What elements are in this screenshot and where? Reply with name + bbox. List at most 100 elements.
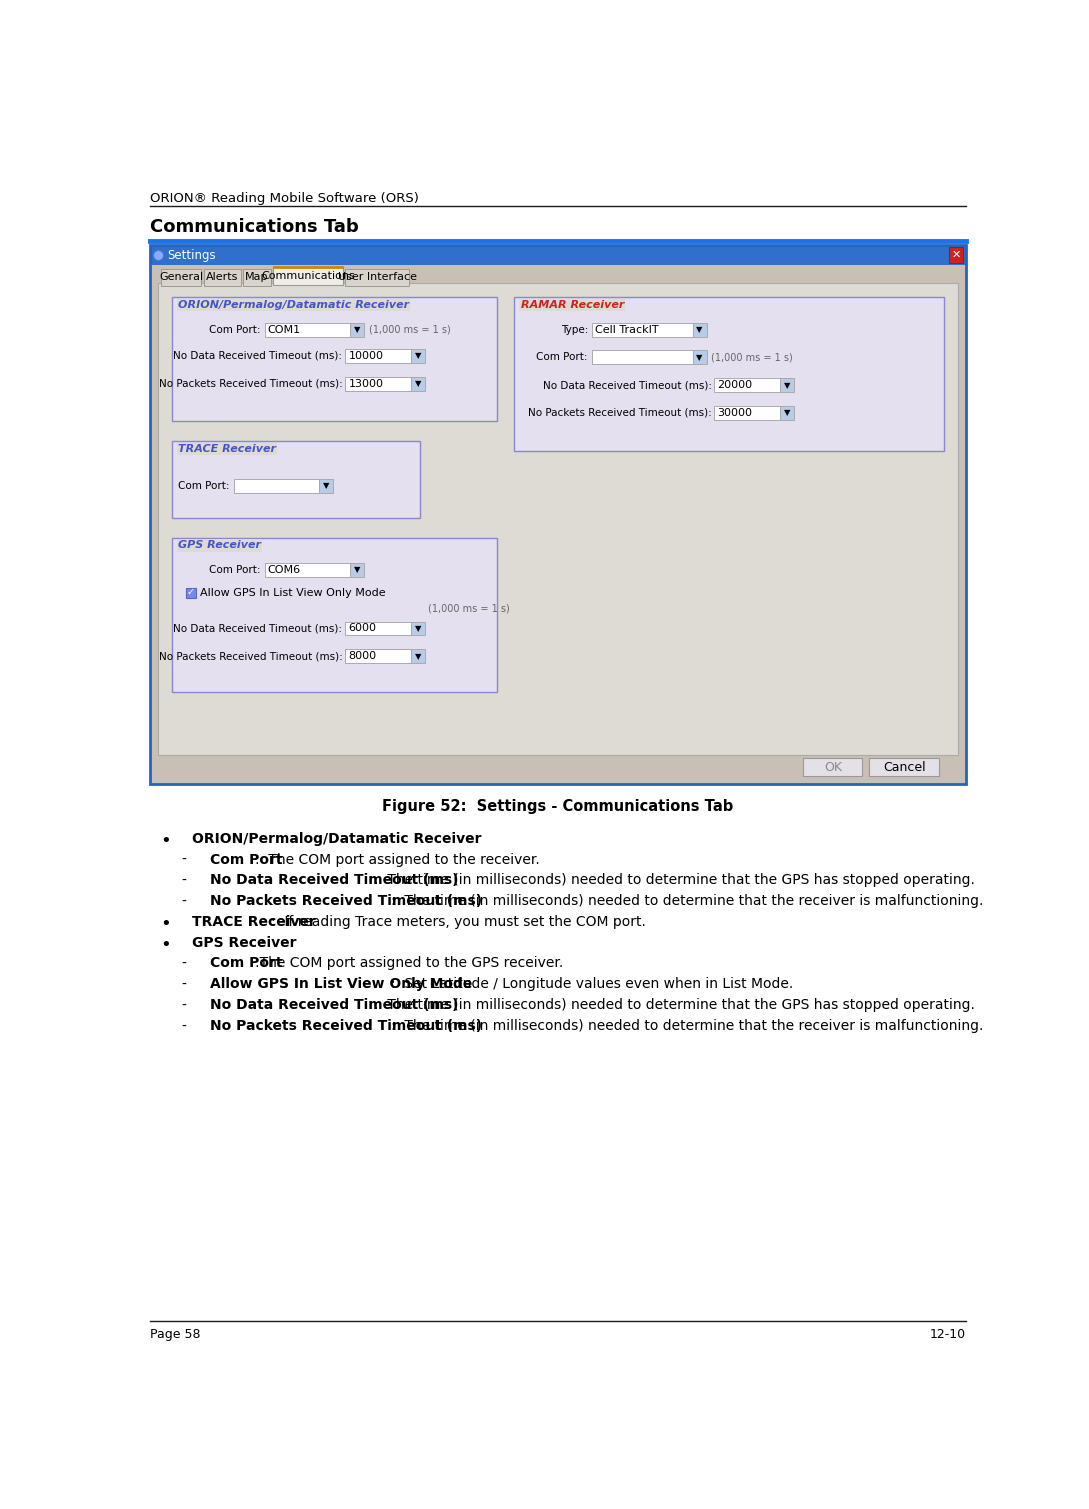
- Text: 6000: 6000: [348, 623, 377, 634]
- FancyBboxPatch shape: [265, 563, 350, 576]
- FancyBboxPatch shape: [273, 267, 343, 285]
- Text: Com Port: Com Port: [210, 853, 282, 866]
- Text: :The COM port assigned to the GPS receiver.: :The COM port assigned to the GPS receiv…: [255, 957, 563, 970]
- FancyBboxPatch shape: [186, 587, 196, 598]
- Text: Figure 52:  Settings - Communications Tab: Figure 52: Settings - Communications Tab: [382, 800, 734, 815]
- Text: Com Port:: Com Port:: [209, 564, 261, 575]
- FancyBboxPatch shape: [345, 349, 412, 362]
- Text: :  Set Latitude / Longitude values even when in List Mode.: : Set Latitude / Longitude values even w…: [391, 978, 793, 991]
- Text: No Data Received Timeout (ms):: No Data Received Timeout (ms):: [173, 623, 342, 634]
- FancyBboxPatch shape: [345, 377, 412, 391]
- FancyBboxPatch shape: [345, 269, 409, 285]
- FancyBboxPatch shape: [693, 350, 707, 364]
- Text: Allow GPS In List View Only Mode: Allow GPS In List View Only Mode: [210, 978, 473, 991]
- Text: Map: Map: [245, 272, 269, 282]
- FancyBboxPatch shape: [234, 478, 319, 493]
- Text: COM1: COM1: [268, 324, 301, 335]
- FancyBboxPatch shape: [345, 622, 412, 635]
- Text: (1,000 ms = 1 s): (1,000 ms = 1 s): [428, 604, 510, 614]
- FancyBboxPatch shape: [150, 244, 966, 266]
- Text: Settings: Settings: [167, 249, 216, 261]
- FancyBboxPatch shape: [780, 379, 794, 392]
- FancyBboxPatch shape: [350, 563, 364, 576]
- Text: RAMAR Receiver: RAMAR Receiver: [521, 300, 624, 309]
- Text: ▼: ▼: [415, 352, 421, 361]
- FancyBboxPatch shape: [412, 649, 425, 662]
- FancyBboxPatch shape: [345, 649, 412, 662]
- Text: No Packets Received Timeout (ms): No Packets Received Timeout (ms): [210, 1019, 481, 1032]
- Text: ▼: ▼: [415, 379, 421, 388]
- FancyBboxPatch shape: [950, 247, 963, 263]
- Text: -: -: [182, 895, 186, 908]
- Text: General: General: [159, 272, 204, 282]
- Text: ▼: ▼: [696, 326, 702, 333]
- Text: 30000: 30000: [718, 407, 752, 418]
- Text: ▼: ▼: [696, 353, 702, 362]
- Text: 12-10: 12-10: [930, 1328, 966, 1340]
- Text: ▼: ▼: [415, 652, 421, 661]
- FancyBboxPatch shape: [265, 323, 350, 337]
- Text: -: -: [182, 853, 186, 868]
- Text: No Packets Received Timeout (ms): No Packets Received Timeout (ms): [210, 895, 481, 908]
- Text: Com Port: Com Port: [210, 957, 282, 970]
- FancyBboxPatch shape: [780, 406, 794, 420]
- FancyBboxPatch shape: [693, 323, 707, 337]
- Text: (1,000 ms = 1 s): (1,000 ms = 1 s): [369, 324, 451, 335]
- Text: Alerts: Alerts: [206, 272, 238, 282]
- Text: :  The COM port assigned to the receiver.: : The COM port assigned to the receiver.: [255, 853, 540, 866]
- Text: Cancel: Cancel: [883, 761, 926, 774]
- FancyBboxPatch shape: [804, 758, 861, 776]
- Text: ORION/Permalog/Datamatic Receiver: ORION/Permalog/Datamatic Receiver: [192, 831, 481, 845]
- FancyBboxPatch shape: [319, 478, 333, 493]
- Text: Allow GPS In List View Only Mode: Allow GPS In List View Only Mode: [199, 589, 386, 598]
- Text: -: -: [182, 874, 186, 889]
- Text: No Packets Received Timeout (ms):: No Packets Received Timeout (ms):: [159, 652, 342, 661]
- Text: No Data Received Timeout (ms): No Data Received Timeout (ms): [210, 997, 458, 1013]
- FancyBboxPatch shape: [412, 377, 425, 391]
- Text: •: •: [160, 936, 171, 954]
- Text: No Data Received Timeout (ms): No Data Received Timeout (ms): [210, 874, 458, 887]
- Text: Type:: Type:: [561, 324, 588, 335]
- Text: No Data Received Timeout (ms):: No Data Received Timeout (ms):: [543, 380, 712, 391]
- Text: :  If reading Trace meters, you must set the COM port.: : If reading Trace meters, you must set …: [271, 914, 646, 930]
- Text: TRACE Receiver: TRACE Receiver: [178, 444, 276, 454]
- Text: (1,000 ms = 1 s): (1,000 ms = 1 s): [711, 353, 793, 362]
- Text: TRACE Receiver: TRACE Receiver: [192, 914, 316, 930]
- Text: No Packets Received Timeout (ms):: No Packets Received Timeout (ms):: [528, 407, 712, 418]
- FancyBboxPatch shape: [591, 323, 693, 337]
- FancyBboxPatch shape: [172, 441, 419, 518]
- Text: -: -: [182, 999, 186, 1013]
- FancyBboxPatch shape: [172, 297, 498, 421]
- Text: :  The time (in milliseconds) needed to determine that the receiver is malfuncti: : The time (in milliseconds) needed to d…: [391, 1019, 983, 1032]
- Text: GPS Receiver: GPS Receiver: [192, 936, 296, 949]
- FancyBboxPatch shape: [412, 349, 425, 362]
- Text: ▼: ▼: [784, 380, 791, 389]
- Text: 20000: 20000: [718, 380, 752, 391]
- Text: •: •: [160, 831, 171, 850]
- Text: Cell TrackIT: Cell TrackIT: [595, 324, 659, 335]
- FancyBboxPatch shape: [204, 269, 241, 285]
- FancyBboxPatch shape: [412, 622, 425, 635]
- Text: •: •: [160, 914, 171, 933]
- Text: User Interface: User Interface: [338, 272, 417, 282]
- Text: :: :: [379, 831, 383, 845]
- Text: No Data Received Timeout (ms):: No Data Received Timeout (ms):: [173, 352, 342, 361]
- Text: :: :: [260, 936, 265, 949]
- Text: OK: OK: [824, 761, 842, 774]
- Text: 13000: 13000: [348, 379, 383, 389]
- Text: ORION® Reading Mobile Software (ORS): ORION® Reading Mobile Software (ORS): [150, 192, 419, 205]
- FancyBboxPatch shape: [591, 350, 693, 364]
- FancyBboxPatch shape: [514, 297, 944, 451]
- FancyBboxPatch shape: [161, 269, 201, 285]
- Text: ▼: ▼: [784, 409, 791, 418]
- FancyBboxPatch shape: [714, 406, 780, 420]
- FancyBboxPatch shape: [350, 323, 364, 337]
- Text: ✓: ✓: [186, 587, 195, 598]
- Text: ▼: ▼: [354, 566, 360, 575]
- FancyBboxPatch shape: [714, 379, 780, 392]
- FancyBboxPatch shape: [243, 269, 271, 285]
- Text: ✕: ✕: [952, 250, 960, 260]
- Text: Communications: Communications: [261, 270, 355, 281]
- Text: 8000: 8000: [348, 652, 377, 661]
- Text: ▼: ▼: [322, 481, 329, 490]
